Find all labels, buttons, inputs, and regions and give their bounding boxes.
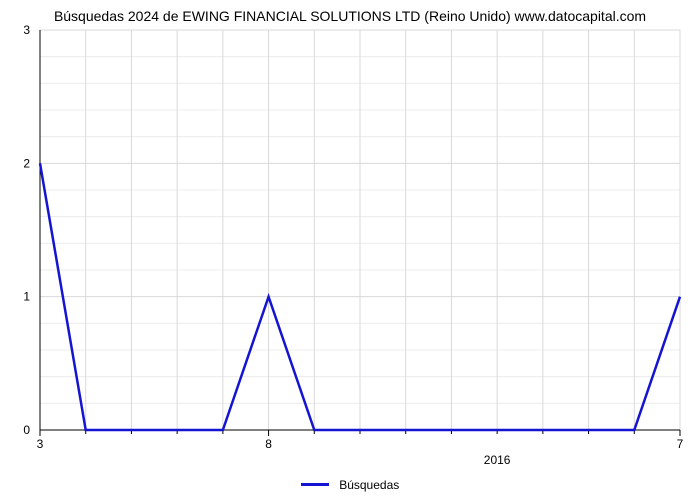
svg-text:0: 0 bbox=[23, 423, 30, 437]
svg-text:2: 2 bbox=[23, 156, 30, 170]
chart-legend: Búsquedas bbox=[0, 476, 700, 494]
legend-swatch bbox=[301, 483, 329, 486]
svg-text:2016: 2016 bbox=[484, 453, 511, 467]
legend-label: Búsquedas bbox=[339, 478, 399, 492]
svg-text:1: 1 bbox=[23, 290, 30, 304]
svg-text:7: 7 bbox=[677, 437, 684, 451]
chart-plot: 0 1 2 3 3 8 7 2016 bbox=[0, 0, 700, 500]
svg-text:3: 3 bbox=[23, 23, 30, 37]
svg-text:8: 8 bbox=[265, 437, 272, 451]
chart-container: Búsquedas 2024 de EWING FINANCIAL SOLUTI… bbox=[0, 0, 700, 500]
svg-text:3: 3 bbox=[37, 437, 44, 451]
